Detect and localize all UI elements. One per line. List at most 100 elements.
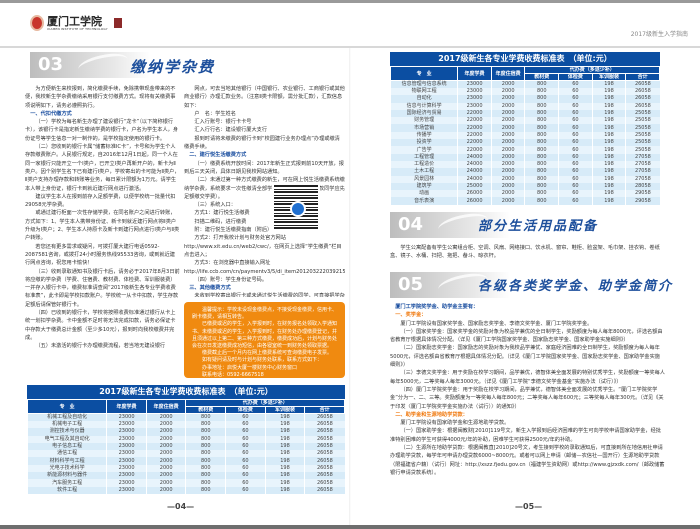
school-logo: 厦门工学院 XIAMEN INSTITUTE OF TECHNOLOGY (30, 15, 122, 31)
major-cell: 光电子技术科学 (26, 464, 107, 473)
fee-cell: 26058 (625, 88, 660, 96)
table-row: 传播学 22000 2000 800 60 198 25058 (389, 131, 660, 140)
table-row: 信息与计算科学 23000 2000 800 60 198 26058 (389, 102, 660, 110)
fee-cell: 60 (558, 131, 593, 140)
table-row: 自动化 23000 2000 800 60 198 26058 (389, 95, 660, 103)
fee-cell: 60 (558, 146, 593, 154)
fee-cell: 60 (558, 197, 593, 205)
fee-cell: 26058 (625, 80, 660, 88)
fee-cell: 23000 (106, 486, 147, 494)
table-row: 财务管理 22000 2000 800 60 198 25058 (389, 117, 660, 125)
major-cell: 风景园林 (389, 175, 458, 183)
header-uniform: 军训服装 (591, 73, 627, 81)
paragraph: （四）账号：学生身份证号码。 (194, 276, 268, 283)
fee-cell: 25058 (625, 131, 660, 140)
fee-cell: 800 (185, 442, 226, 451)
paragraph: （四）已收到的银行卡，学校将按照收费标准通过银行从卡上统一划扣学杂费。卡中金额不… (25, 310, 176, 341)
fee-cell: 25000 (457, 182, 492, 191)
fee-cell: 800 (524, 80, 559, 88)
fee-cell: 60 (225, 435, 266, 443)
fee-cell: 60 (558, 182, 593, 191)
fee-cell: 2000 (145, 413, 186, 421)
fee-cell: 198 (591, 146, 626, 154)
paragraph: 网点，可去当地其他银行（中国银行、农业银行、工商银行或其他商业银行）办理汇款业务… (184, 86, 345, 109)
paragraph: 汇入行账号：银行卡卡号 (194, 119, 252, 126)
fee-cell: 198 (264, 479, 305, 487)
crest-icon (113, 18, 122, 28)
major-cell: 工程管理 (389, 153, 458, 161)
table-row: 工程造价 24000 2000 800 60 198 27058 (389, 160, 660, 169)
paragraph: （一）国家奖学金：国家奖学金的奖励对象为校品学兼优的全日制学生，奖励额度为每人每… (390, 328, 663, 344)
fee-cell: 198 (591, 131, 626, 140)
section-number: 05 (398, 274, 424, 295)
fee-cell: 198 (264, 472, 305, 480)
major-cell: 市场营销 (389, 124, 458, 132)
fee-cell: 26058 (304, 479, 345, 487)
fee-cell: 198 (264, 464, 305, 473)
table-row: 信息管理与信息系统 23000 2000 800 60 198 26058 (389, 80, 660, 88)
major-cell: 传播学 (389, 131, 458, 140)
paragraph: 厦门工学院设有国家助学金和生源地助学贷款。 (400, 420, 510, 427)
subheading: 三、其他缴费方式 (189, 285, 231, 292)
section-04-banner: 04 (390, 209, 510, 239)
major-cell: 物联网工程 (389, 88, 458, 96)
fee-cell: 2000 (490, 146, 525, 154)
table-row: 测控技术与仪器 23000 2000 800 60 198 26058 (26, 428, 345, 436)
fee-cell: 800 (185, 450, 226, 458)
paragraph: （二）您收到的银行卡属“储蓄标准IC卡”，卡号和为学生个人存款缴费账户。人民银行… (25, 144, 180, 192)
fee-cell: 24000 (457, 160, 492, 169)
table-row: 土木工程 24000 2000 800 60 198 27058 (389, 168, 660, 176)
fee-cell: 27058 (625, 175, 660, 183)
paragraph: 方式1：建行悦生活缴费 (194, 210, 250, 217)
paragraph: 若您还有更多需求或疑问，可拨打厦大建行电话0592-2087581咨询，或拨打2… (25, 243, 175, 267)
fee-cell: 198 (591, 139, 626, 147)
fee-cell: 2000 (490, 95, 525, 103)
fee-cell: 198 (591, 197, 626, 205)
paragraph: （五）未激活的银行卡办理缴费流程，若当地无建设银行 (35, 343, 166, 350)
fee-cell: 2000 (490, 197, 525, 205)
paragraph: 未收到学校寄出银行卡或未通过悦生活缴费的同学，可直接把学杂费转入以下账户；另有申… (194, 293, 345, 297)
subheading: 二、助学金和生源地助学贷款： (395, 411, 468, 418)
page-header: 厦门工学院 XIAMEN INSTITUTE OF TECHNOLOGY 201… (0, 3, 700, 48)
fee-cell: 2000 (490, 153, 525, 161)
fee-cell: 25058 (625, 117, 660, 125)
fee-cell: 2000 (145, 486, 186, 494)
fee-cell: 2000 (145, 457, 186, 465)
fee-cell: 26058 (304, 413, 345, 421)
fee-cell: 60 (225, 428, 266, 436)
fee-cell: 24000 (457, 175, 492, 183)
major-cell: 音乐表演 (389, 197, 458, 205)
fee-cell: 27058 (625, 168, 660, 176)
section-03-banner: 03 (30, 49, 150, 79)
table-row: 建筑学 25000 2000 800 60 198 28058 (389, 182, 660, 191)
table-row: 工程管理 24000 2000 800 60 198 27058 (389, 153, 660, 161)
fee-cell: 198 (591, 182, 626, 191)
notice-line: 缴费截止后一个月内在网上缴费系统可查询缴费电子发票。 (202, 350, 333, 357)
page-number: —04— (167, 502, 195, 511)
major-cell: 广告学 (389, 146, 458, 154)
major-cell: 汽车服务工程 (26, 479, 107, 487)
top-border (0, 0, 700, 3)
paragraph: （二）国家励志奖学金：国家励志的奖励对象为我校品学兼优、家庭经济困难的全日制学生… (390, 345, 660, 369)
fee-cell: 198 (591, 95, 626, 103)
section-number: 03 (38, 54, 64, 75)
fee-cell: 26058 (625, 102, 660, 110)
table-title: 2017级新生各专业学费收费标准表 （单位:元） (390, 52, 660, 66)
paragraph: 厦门工学院设有国家奖学金、国家励志奖学金、李德文奖学金、厦门工学院奖学金。 (400, 320, 593, 327)
major-cell: 电子信息工程 (26, 442, 107, 451)
major-cell: 机械工程及自动化 (26, 413, 107, 421)
header-total: 合计 (304, 406, 345, 414)
fee-cell: 800 (524, 117, 559, 125)
section-title: 部分生活用品配备 (478, 219, 599, 234)
fee-cell: 800 (524, 139, 559, 147)
fee-cell: 800 (524, 160, 559, 169)
fee-cell: 60 (225, 479, 266, 487)
fee-cell: 60 (558, 124, 593, 132)
paragraph: 方式2：打开我校计划与财务处官方网站 http://www.xit.edu.cn… (184, 235, 342, 258)
fee-cell: 2000 (145, 464, 186, 473)
table-row: 机械工程及自动化 23000 2000 800 60 198 26058 (26, 413, 345, 421)
paragraph: 户 名：学生姓名 (194, 110, 236, 117)
fee-cell: 800 (524, 109, 559, 118)
table-row: 投资学 22000 2000 800 60 198 25058 (389, 139, 660, 147)
qr-code[interactable] (272, 183, 320, 231)
